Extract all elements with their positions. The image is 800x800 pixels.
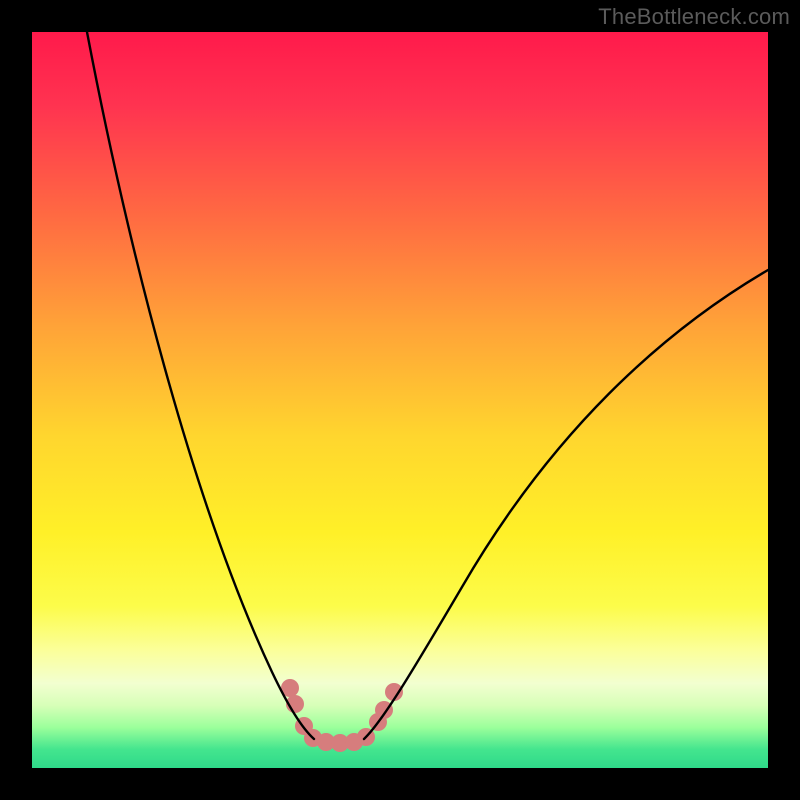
frame-border-right (768, 0, 800, 800)
chart-frame: TheBottleneck.com (0, 0, 800, 800)
markers-group (281, 679, 403, 752)
plot-area (32, 32, 768, 768)
frame-border-left (0, 0, 32, 800)
right_curve (364, 270, 768, 739)
watermark-text: TheBottleneck.com (598, 4, 790, 30)
frame-border-bottom (0, 768, 800, 800)
curves-svg (32, 32, 768, 768)
left_curve (87, 32, 314, 739)
